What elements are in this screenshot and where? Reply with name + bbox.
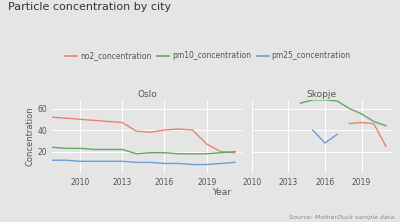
Y-axis label: Concentration: Concentration: [26, 107, 35, 166]
Title: Oslo: Oslo: [137, 90, 157, 99]
Text: Year: Year: [212, 188, 232, 197]
Text: Particle concentration by city: Particle concentration by city: [8, 2, 171, 12]
Title: Skopje: Skopje: [307, 90, 337, 99]
Text: Source: MotherDuck sample data.: Source: MotherDuck sample data.: [289, 215, 396, 220]
Legend: no2_concentration, pm10_concentration, pm25_concentration: no2_concentration, pm10_concentration, p…: [62, 48, 354, 63]
